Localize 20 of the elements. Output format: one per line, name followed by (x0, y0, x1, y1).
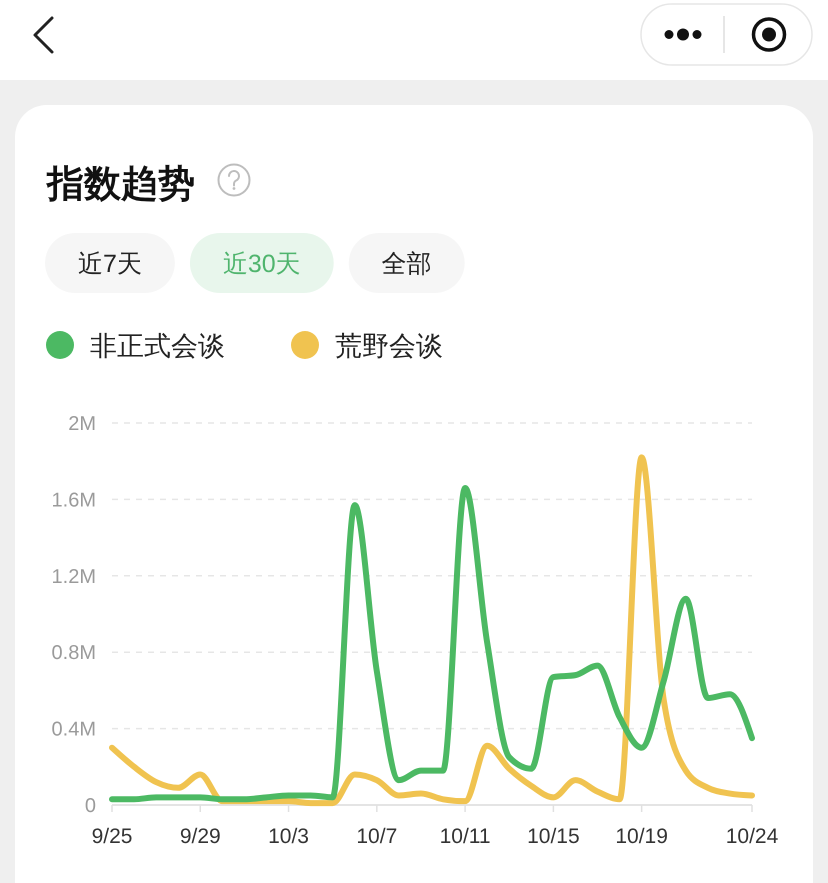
chart-title: 指数趋势 (45, 163, 195, 204)
text: 全部 (382, 250, 432, 278)
x-tick-label: 10/3 (268, 825, 309, 848)
x-tick-label: 10/15 (527, 825, 580, 848)
x-tick-label: 9/25 (92, 825, 132, 848)
x-tick-label: 10/7 (356, 825, 398, 848)
x-tick-label: 9/29 (180, 825, 221, 848)
y-tick-label: 0 (84, 795, 96, 817)
text: 近30天 (222, 250, 301, 278)
y-tick-label: 1.2M (52, 566, 96, 588)
y-tick-label: 1.6M (52, 489, 96, 512)
x-tick-label: 10/24 (726, 825, 779, 848)
legend-label: 非正式会谈 (90, 331, 225, 361)
y-tick-label: 0.4M (52, 718, 96, 741)
x-tick-label: 10/11 (440, 825, 491, 848)
legend-label: 荒野会谈 (335, 331, 443, 361)
x-tick-label: 10/19 (615, 825, 668, 848)
y-tick-label: 0.8M (52, 642, 96, 664)
text: 近7天 (78, 250, 142, 278)
y-tick-label: 2M (68, 413, 96, 435)
